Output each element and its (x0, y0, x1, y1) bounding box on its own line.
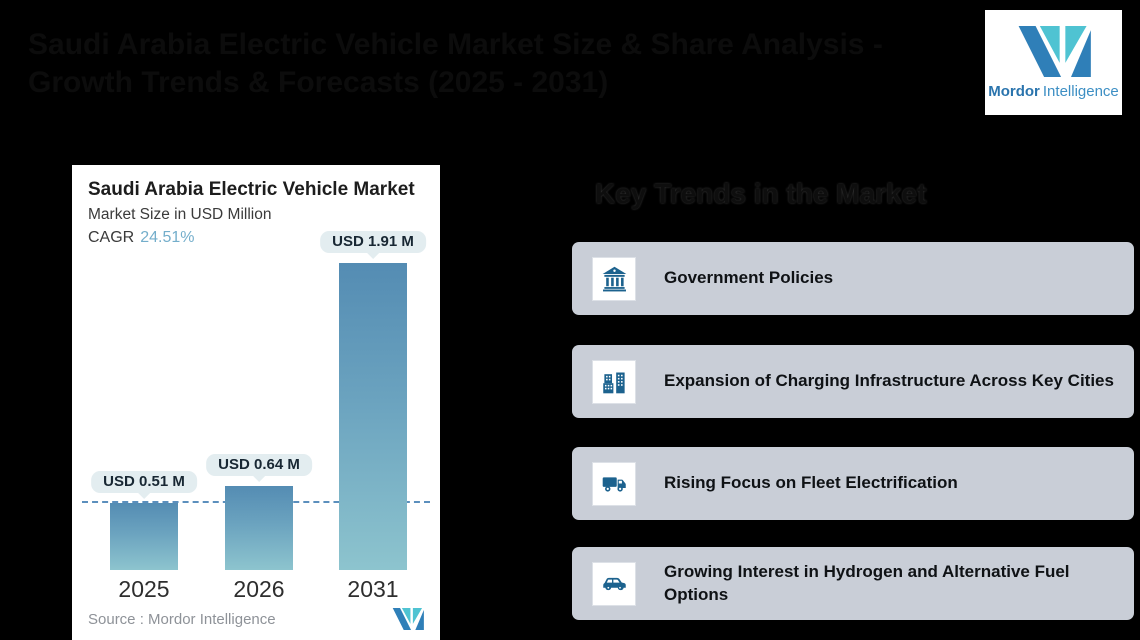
logo-wordmark: Mordor Intelligence (988, 82, 1119, 100)
x-axis-label: 2025 (118, 576, 170, 602)
trend-card: Expansion of Charging Infrastructure Acr… (572, 345, 1134, 418)
trends-heading: Key Trends in the Market (595, 178, 927, 209)
chart-cagr: CAGR 24.51% (88, 229, 195, 247)
chart-source-row: Source : Mordor Intelligence (88, 608, 424, 630)
trend-card-label: Growing Interest in Hydrogen and Alterna… (664, 561, 1070, 604)
mordor-logo-icon (1018, 25, 1091, 77)
trend-card-label: Rising Focus on Fleet Electrification (664, 473, 958, 493)
trend-card: Rising Focus on Fleet Electrification (572, 447, 1134, 520)
truck-icon (593, 462, 635, 505)
bar-value-badge: USD 1.91 M (320, 231, 426, 253)
cagr-label: CAGR (88, 229, 135, 246)
bar-2025 (110, 503, 178, 570)
source-text: Source : Mordor Intelligence (88, 610, 276, 628)
trend-card-label: Government Policies (664, 268, 834, 288)
chart-subtitle: Market Size in USD Million (88, 206, 272, 223)
trend-card: Growing Interest in Hydrogen and Alterna… (572, 547, 1134, 620)
chart-title: Saudi Arabia Electric Vehicle Market (88, 179, 415, 200)
bar-chart-plot: USD 0.51 M 2025 USD 0.64 M 2026 USD 1.91 M 20… (72, 165, 440, 640)
mordor-logo-icon-small (392, 608, 424, 630)
bar-2026 (225, 486, 293, 570)
car-icon (593, 562, 635, 605)
buildings-icon (593, 360, 635, 403)
trend-card-label: Expansion of Charging Infrastructure Acr… (664, 371, 1114, 391)
x-axis-label: 2031 (347, 576, 399, 602)
mordor-intelligence-logo: Mordor Intelligence (985, 10, 1122, 115)
market-size-chart-panel: Saudi Arabia Electric Vehicle Market Mar… (72, 165, 440, 640)
bank-icon (593, 257, 635, 300)
trend-card: Government Policies (572, 242, 1134, 315)
bar-value-badge: USD 0.64 M (206, 454, 312, 476)
x-axis-label: 2026 (233, 576, 285, 602)
page-title: Saudi Arabia Electric Vehicle Market Siz… (28, 28, 883, 99)
cagr-value: 24.51% (140, 229, 195, 246)
bar-value-badge: USD 0.51 M (91, 471, 197, 493)
bar-2031 (339, 263, 407, 570)
